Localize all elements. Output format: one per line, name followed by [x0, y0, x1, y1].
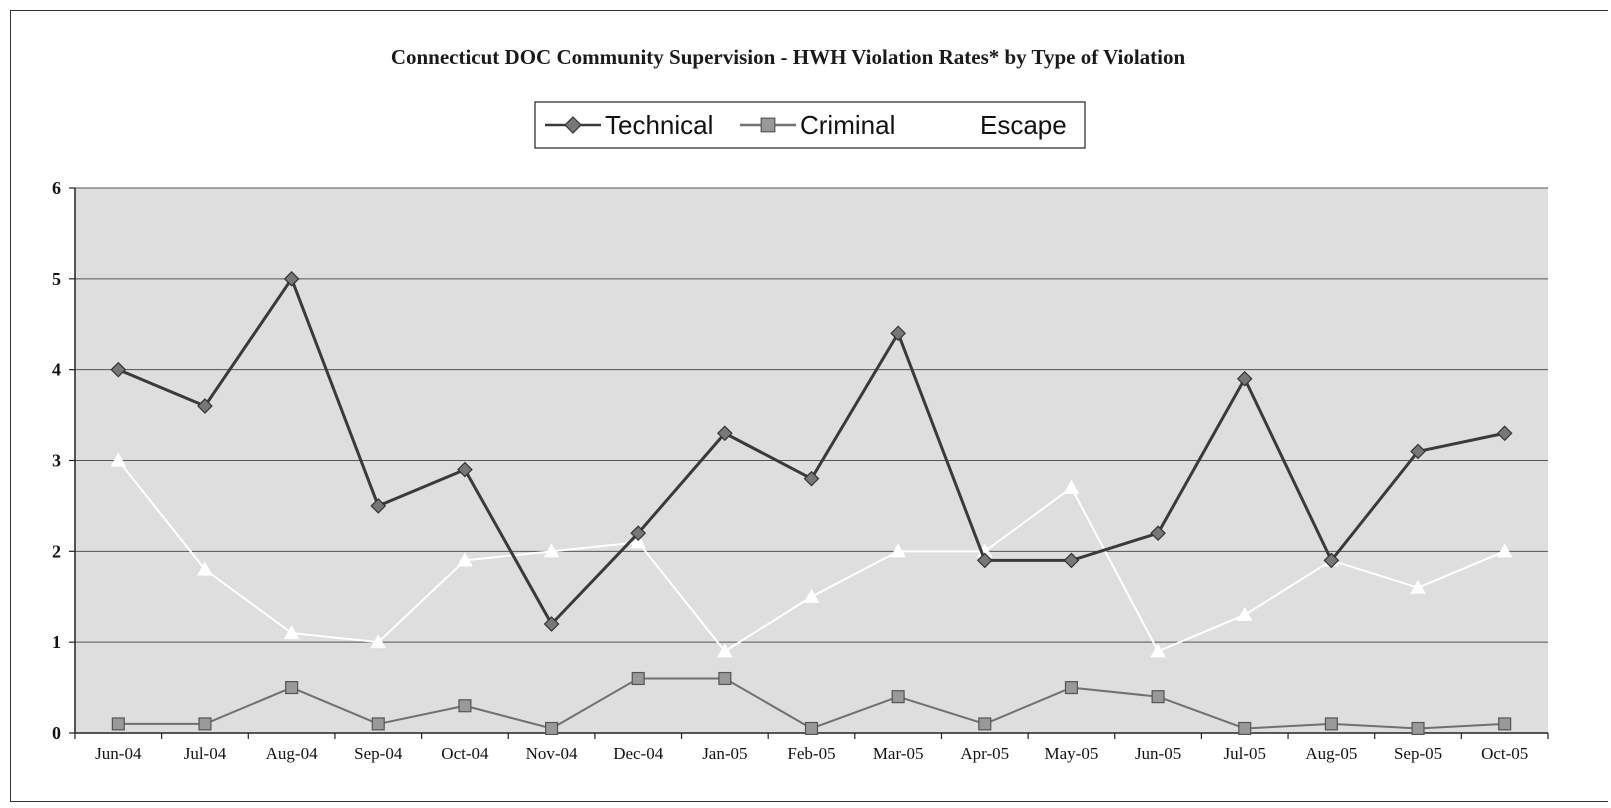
- x-tick-label: Jul-04: [184, 744, 227, 763]
- marker-diamond-technical: [1150, 525, 1166, 542]
- marker-diamond-technical: [1410, 443, 1426, 460]
- x-tick-label: Aug-05: [1305, 744, 1357, 763]
- marker-square-criminal: [631, 671, 645, 686]
- marker-triangle-escape: [197, 561, 213, 576]
- legend-box: [534, 101, 1086, 149]
- chart-title: Connecticut DOC Community Supervision - …: [391, 45, 1186, 69]
- x-axis-ticks: Jun-04 Jul-04 Aug-04 Sep-04 Oct-04 Nov-04 Dec-…: [74, 733, 1549, 763]
- marker-square-criminal: [458, 699, 472, 713]
- y-tick-label: 2: [52, 541, 61, 561]
- marker-diamond-technical: [1496, 425, 1513, 442]
- marker-square-criminal: [371, 717, 385, 731]
- legend-item-criminal: Criminal: [740, 110, 895, 140]
- marker-diamond-technical: [1063, 552, 1080, 569]
- marker-diamond-technical: [370, 498, 387, 514]
- marker-diamond-technical: [803, 470, 820, 487]
- marker-square-criminal: [1411, 721, 1425, 736]
- marker-diamond-technical: [283, 270, 300, 287]
- legend-label: Escape: [980, 110, 1067, 140]
- marker-triangle-escape: [1410, 579, 1426, 594]
- y-tick-label: 4: [52, 360, 61, 380]
- marker-triangle-escape: [1496, 543, 1513, 558]
- marker-triangle-escape: [457, 552, 473, 567]
- x-tick-label: Jan-05: [702, 744, 747, 763]
- marker-square-criminal: [198, 717, 212, 731]
- y-tick-label: 6: [52, 178, 61, 198]
- marker-triangle-legend: [939, 115, 957, 132]
- y-tick-label: 1: [52, 632, 61, 652]
- x-tick-label: Oct-05: [1481, 744, 1528, 763]
- marker-square-criminal: [1064, 681, 1078, 695]
- x-tick-label: Aug-04: [266, 744, 318, 763]
- marker-triangle-escape: [803, 588, 820, 603]
- marker-diamond-technical: [543, 616, 560, 632]
- marker-diamond-technical: [110, 361, 127, 378]
- x-tick-label: Apr-05: [960, 744, 1009, 763]
- x-tick-label: Mar-05: [873, 744, 924, 763]
- gridlines: [75, 187, 1548, 643]
- x-tick-label: Sep-05: [1394, 744, 1442, 763]
- marker-square-criminal: [1151, 690, 1165, 704]
- y-tick-label: 0: [52, 723, 61, 743]
- marker-triangle-escape: [543, 543, 560, 558]
- marker-square-criminal: [545, 721, 559, 736]
- marker-triangle-escape: [283, 625, 300, 640]
- marker-diamond-technical: [1236, 370, 1253, 387]
- marker-square-criminal: [718, 671, 732, 686]
- marker-diamond-technical: [630, 525, 647, 542]
- legend-item-escape: Escape: [920, 110, 1067, 140]
- series-lines: [110, 270, 1513, 736]
- marker-triangle-escape: [1236, 606, 1253, 622]
- x-tick-label: Jul-05: [1223, 744, 1266, 763]
- marker-square-criminal: [1238, 721, 1252, 736]
- x-tick-label: Jun-05: [1135, 744, 1181, 763]
- marker-square-legend: [760, 117, 776, 133]
- marker-triangle-escape: [890, 543, 906, 558]
- marker-square-criminal: [804, 721, 819, 736]
- marker-triangle-escape: [1063, 479, 1080, 494]
- series-criminal: [111, 671, 1512, 736]
- x-tick-label: Jun-04: [95, 744, 142, 763]
- marker-square-criminal: [1324, 717, 1338, 731]
- marker-diamond-technical: [976, 552, 993, 569]
- marker-diamond-technical: [1323, 552, 1340, 569]
- marker-square-criminal: [285, 681, 299, 695]
- marker-triangle-escape: [110, 452, 127, 467]
- marker-triangle-escape: [717, 643, 733, 658]
- marker-diamond-legend: [564, 116, 582, 134]
- legend-label: Criminal: [800, 110, 895, 140]
- chart-frame: [10, 10, 1608, 802]
- marker-diamond-technical: [457, 461, 473, 478]
- marker-diamond-technical: [197, 398, 213, 414]
- legend-item-technical: Technical: [545, 110, 713, 140]
- x-tick-label: Oct-04: [441, 744, 489, 763]
- x-tick-label: Nov-04: [526, 744, 578, 763]
- x-tick-label: May-05: [1045, 744, 1099, 763]
- legend-label: Technical: [605, 110, 713, 140]
- marker-square-criminal: [1498, 717, 1512, 731]
- marker-square-criminal: [111, 717, 125, 731]
- marker-square-criminal: [891, 690, 905, 704]
- x-tick-label: Dec-04: [613, 744, 664, 763]
- marker-triangle-escape: [1150, 643, 1166, 658]
- series-technical: [110, 270, 1513, 632]
- legend: Technical Criminal Escape: [534, 101, 1086, 149]
- x-tick-label: Feb-05: [787, 744, 835, 763]
- y-tick-label: 5: [52, 269, 61, 289]
- marker-diamond-technical: [890, 325, 906, 342]
- marker-square-criminal: [978, 717, 992, 731]
- marker-diamond-technical: [717, 425, 733, 442]
- marker-triangle-escape: [370, 634, 387, 649]
- x-tick-label: Sep-04: [354, 744, 403, 763]
- y-tick-label: 3: [52, 451, 61, 471]
- marker-triangle-escape: [630, 534, 647, 549]
- y-axis-ticks: 0 1 2 3 4 5 6: [52, 178, 75, 743]
